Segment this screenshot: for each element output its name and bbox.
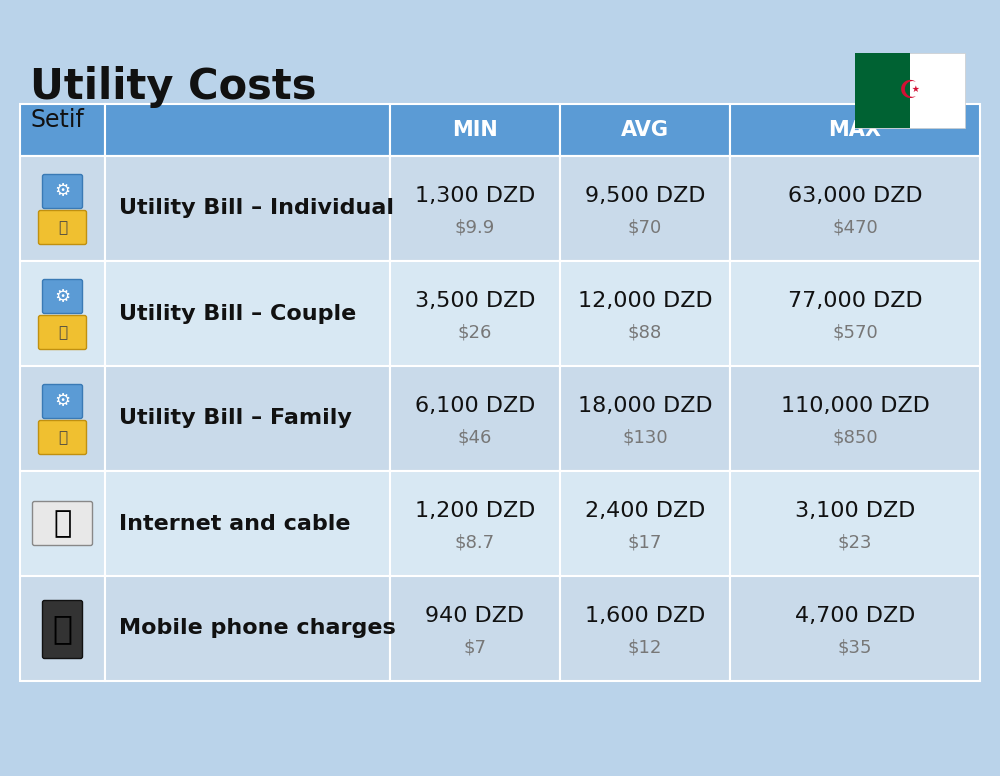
FancyBboxPatch shape bbox=[42, 279, 82, 314]
Text: $46: $46 bbox=[458, 428, 492, 446]
FancyBboxPatch shape bbox=[42, 384, 82, 418]
FancyBboxPatch shape bbox=[105, 261, 390, 366]
FancyBboxPatch shape bbox=[105, 366, 390, 471]
FancyBboxPatch shape bbox=[38, 421, 87, 455]
Text: Setif: Setif bbox=[30, 108, 84, 132]
Text: ⚙: ⚙ bbox=[54, 393, 71, 411]
Text: AVG: AVG bbox=[621, 120, 669, 140]
Text: ☪: ☪ bbox=[899, 78, 921, 102]
Text: $23: $23 bbox=[838, 533, 872, 552]
FancyBboxPatch shape bbox=[730, 261, 980, 366]
Text: $26: $26 bbox=[458, 324, 492, 341]
Text: 🔌: 🔌 bbox=[58, 220, 67, 235]
Text: 77,000 DZD: 77,000 DZD bbox=[788, 291, 922, 311]
Text: 940 DZD: 940 DZD bbox=[425, 606, 525, 626]
FancyBboxPatch shape bbox=[560, 471, 730, 576]
Text: 1,300 DZD: 1,300 DZD bbox=[415, 186, 535, 206]
Text: 18,000 DZD: 18,000 DZD bbox=[578, 396, 712, 416]
Text: Utility Bill – Individual: Utility Bill – Individual bbox=[119, 199, 394, 219]
Text: Utility Costs: Utility Costs bbox=[30, 66, 316, 108]
FancyBboxPatch shape bbox=[560, 576, 730, 681]
Text: 12,000 DZD: 12,000 DZD bbox=[578, 291, 712, 311]
Text: $35: $35 bbox=[838, 639, 872, 656]
FancyBboxPatch shape bbox=[42, 175, 82, 209]
Text: 3,100 DZD: 3,100 DZD bbox=[795, 501, 915, 521]
Text: $88: $88 bbox=[628, 324, 662, 341]
Text: MAX: MAX bbox=[828, 120, 882, 140]
FancyBboxPatch shape bbox=[390, 261, 560, 366]
Text: 1,600 DZD: 1,600 DZD bbox=[585, 606, 705, 626]
Text: 6,100 DZD: 6,100 DZD bbox=[415, 396, 535, 416]
Text: 63,000 DZD: 63,000 DZD bbox=[788, 186, 922, 206]
FancyBboxPatch shape bbox=[390, 156, 560, 261]
Text: Mobile phone charges: Mobile phone charges bbox=[119, 618, 396, 639]
Text: 9,500 DZD: 9,500 DZD bbox=[585, 186, 705, 206]
Text: ⚙: ⚙ bbox=[54, 287, 71, 306]
Text: MIN: MIN bbox=[452, 120, 498, 140]
FancyBboxPatch shape bbox=[390, 366, 560, 471]
FancyBboxPatch shape bbox=[105, 471, 390, 576]
Text: 4,700 DZD: 4,700 DZD bbox=[795, 606, 915, 626]
FancyBboxPatch shape bbox=[105, 104, 390, 156]
FancyBboxPatch shape bbox=[560, 366, 730, 471]
Text: $7: $7 bbox=[464, 639, 486, 656]
Text: $850: $850 bbox=[832, 428, 878, 446]
FancyBboxPatch shape bbox=[20, 261, 105, 366]
FancyBboxPatch shape bbox=[38, 210, 87, 244]
Text: $470: $470 bbox=[832, 218, 878, 237]
Text: 110,000 DZD: 110,000 DZD bbox=[781, 396, 929, 416]
FancyBboxPatch shape bbox=[20, 576, 105, 681]
FancyBboxPatch shape bbox=[730, 366, 980, 471]
Text: ⚙: ⚙ bbox=[54, 182, 71, 200]
FancyBboxPatch shape bbox=[730, 471, 980, 576]
FancyBboxPatch shape bbox=[560, 104, 730, 156]
Text: 2,400 DZD: 2,400 DZD bbox=[585, 501, 705, 521]
Text: 1,200 DZD: 1,200 DZD bbox=[415, 501, 535, 521]
Text: $12: $12 bbox=[628, 639, 662, 656]
Text: Internet and cable: Internet and cable bbox=[119, 514, 351, 534]
Text: $70: $70 bbox=[628, 218, 662, 237]
FancyBboxPatch shape bbox=[20, 104, 105, 156]
FancyBboxPatch shape bbox=[730, 104, 980, 156]
FancyBboxPatch shape bbox=[390, 104, 560, 156]
Text: 📡: 📡 bbox=[53, 509, 72, 538]
FancyBboxPatch shape bbox=[560, 156, 730, 261]
FancyBboxPatch shape bbox=[38, 316, 87, 349]
FancyBboxPatch shape bbox=[20, 366, 105, 471]
Text: 🔌: 🔌 bbox=[58, 325, 67, 340]
FancyBboxPatch shape bbox=[390, 471, 560, 576]
FancyBboxPatch shape bbox=[730, 576, 980, 681]
FancyBboxPatch shape bbox=[42, 601, 82, 659]
FancyBboxPatch shape bbox=[560, 261, 730, 366]
FancyBboxPatch shape bbox=[855, 53, 910, 128]
Text: 🔌: 🔌 bbox=[58, 430, 67, 445]
FancyBboxPatch shape bbox=[105, 576, 390, 681]
Text: 3,500 DZD: 3,500 DZD bbox=[415, 291, 535, 311]
Text: $17: $17 bbox=[628, 533, 662, 552]
FancyBboxPatch shape bbox=[20, 471, 105, 576]
FancyBboxPatch shape bbox=[855, 53, 965, 128]
Text: Utility Bill – Couple: Utility Bill – Couple bbox=[119, 303, 356, 324]
FancyBboxPatch shape bbox=[390, 576, 560, 681]
Text: 📱: 📱 bbox=[52, 612, 72, 645]
FancyBboxPatch shape bbox=[730, 156, 980, 261]
Text: $8.7: $8.7 bbox=[455, 533, 495, 552]
Text: Utility Bill – Family: Utility Bill – Family bbox=[119, 408, 352, 428]
FancyBboxPatch shape bbox=[32, 501, 92, 546]
Text: $570: $570 bbox=[832, 324, 878, 341]
FancyBboxPatch shape bbox=[20, 156, 105, 261]
Text: $9.9: $9.9 bbox=[455, 218, 495, 237]
FancyBboxPatch shape bbox=[105, 156, 390, 261]
Text: $130: $130 bbox=[622, 428, 668, 446]
